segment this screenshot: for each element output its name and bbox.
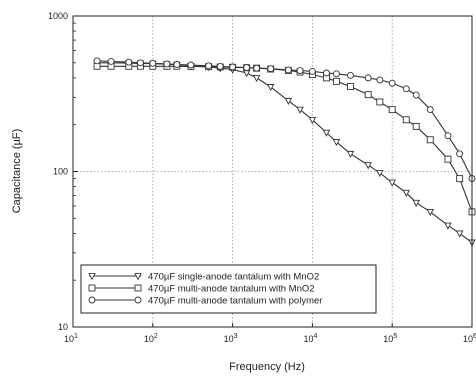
y-tick-label: 10: [58, 322, 68, 332]
legend-marker: [88, 284, 96, 292]
data-point: [412, 122, 420, 130]
y-tick-label: 100: [53, 167, 68, 177]
legend-marker: [88, 273, 96, 281]
legend-label: 470µF single-anode tantalum with MnO2: [148, 272, 319, 283]
data-point: [412, 91, 420, 99]
data-point: [296, 106, 304, 114]
data-point: [388, 179, 396, 187]
data-point: [402, 189, 410, 198]
x-tick-label: 101: [64, 333, 78, 344]
data-point: [364, 162, 372, 170]
data-point: [93, 57, 101, 65]
data-point: [136, 59, 144, 67]
legend-item: 470µF single-anode tantalum with MnO2: [88, 272, 319, 283]
data-point: [252, 75, 261, 83]
legend-label: 470µF multi-anode tantalum with MnO2: [148, 284, 315, 295]
data-point: [402, 85, 410, 93]
data-point: [332, 77, 340, 85]
y-tick-label: 1000: [48, 11, 68, 21]
x-tick-label: 103: [224, 333, 238, 344]
data-point: [456, 150, 464, 158]
x-tick-label: 104: [303, 333, 317, 344]
data-point: [412, 199, 420, 207]
series-line: [97, 65, 473, 213]
data-point: [364, 74, 372, 82]
data-point: [173, 61, 181, 68]
data-point: [266, 84, 275, 92]
legend-item: 470µF multi-anode tantalum with polymer: [88, 296, 322, 307]
data-point: [323, 69, 330, 77]
legend-marker: [134, 296, 142, 304]
data-point: [322, 129, 331, 137]
data-point: [216, 62, 224, 70]
data-point: [347, 83, 354, 90]
data-point: [205, 62, 213, 70]
data-point: [364, 91, 372, 99]
data-point: [187, 61, 195, 69]
data-point: [444, 222, 452, 230]
data-point: [125, 58, 133, 66]
data-point: [308, 116, 317, 125]
series-2: [93, 62, 476, 216]
data-point: [388, 106, 396, 114]
data-point: [332, 70, 340, 78]
data-point: [388, 79, 396, 87]
x-axis-label: Frequency (Hz): [229, 361, 305, 373]
data-point: [455, 230, 464, 238]
data-point: [229, 63, 237, 71]
data-point: [347, 71, 354, 79]
data-point: [163, 60, 171, 68]
axis-ticks: 101 102 103 104 105 106 10 100 1000: [48, 11, 476, 344]
data-point: [376, 76, 384, 84]
data-point: [444, 155, 452, 163]
data-point: [267, 65, 275, 73]
series-1: [93, 59, 476, 247]
legend-marker: [88, 296, 96, 304]
series-line: [97, 62, 473, 243]
legend-marker: [134, 273, 142, 281]
data-point: [426, 209, 435, 217]
data-point: [284, 97, 293, 106]
series-3: [93, 57, 476, 183]
data-point: [456, 175, 464, 183]
series-line: [96, 60, 473, 179]
data-point: [376, 170, 384, 178]
data-point: [376, 98, 384, 106]
data-point: [296, 67, 304, 74]
x-tick-label: 106: [463, 333, 476, 344]
data-point: [243, 64, 251, 72]
y-axis-label: Capacitance (µF): [11, 129, 23, 214]
x-tick-label: 105: [383, 333, 397, 344]
series-layer: [93, 57, 476, 247]
data-point: [346, 150, 355, 159]
data-point: [284, 66, 292, 74]
legend-box: [80, 264, 377, 314]
data-point: [308, 67, 316, 75]
data-point: [107, 58, 115, 65]
legend-marker: [134, 284, 142, 292]
data-point: [444, 132, 452, 140]
x-tick-label: 102: [144, 333, 158, 344]
data-point: [332, 139, 341, 147]
data-point: [426, 136, 434, 144]
legend-label: 470µF multi-anode tantalum with polymer: [148, 296, 322, 307]
data-point: [402, 116, 410, 124]
legend: 470µF single-anode tantalum with MnO2470…: [80, 264, 377, 314]
data-point: [253, 64, 261, 72]
data-point: [426, 106, 434, 114]
data-point: [149, 59, 157, 67]
legend-item: 470µF multi-anode tantalum with MnO2: [88, 284, 315, 295]
